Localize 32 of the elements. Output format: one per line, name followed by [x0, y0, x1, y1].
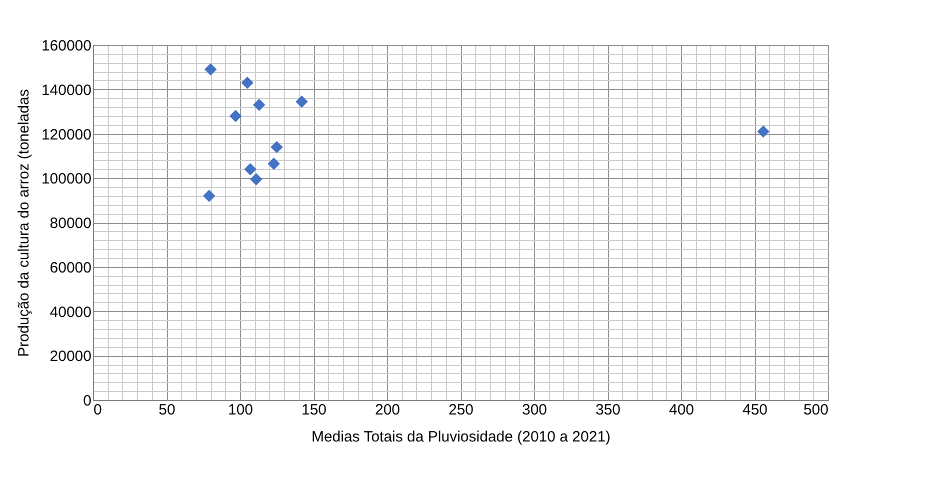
y-tick-label: 20000 — [50, 348, 92, 366]
point — [244, 163, 256, 176]
y-tick-label: 140000 — [41, 82, 92, 99]
x-tick-label: 300 — [522, 402, 548, 418]
x-tick-label: 400 — [668, 402, 694, 418]
x-tick-label: 100 — [228, 402, 254, 418]
point — [270, 140, 283, 154]
y-tick-label: 40000 — [50, 304, 92, 321]
point — [229, 110, 242, 122]
x-tick-label: 350 — [595, 402, 621, 418]
y-tick-label: 100000 — [41, 170, 92, 188]
y-tick-label: 60000 — [50, 259, 92, 276]
y-axis-title: Produção da cultura do arroz (toneladas — [15, 89, 32, 357]
x-tick-label: 50 — [158, 402, 176, 418]
x-tick-label: 500 — [803, 402, 828, 418]
point — [250, 173, 262, 186]
point — [203, 190, 216, 202]
y-tick-label: 160000 — [41, 38, 92, 54]
point — [757, 125, 770, 138]
point — [204, 63, 217, 76]
y-tick-label: 80000 — [50, 215, 92, 232]
x-tick-label: 200 — [374, 402, 400, 418]
x-axis-title: Medias Totais da Pluviosidade (2010 a 2021) — [311, 428, 611, 446]
point — [268, 158, 280, 170]
x-tick-label: 150 — [301, 402, 327, 418]
x-tick-label: 450 — [742, 402, 768, 418]
x-tick-label: 0 — [94, 402, 102, 418]
x-tick-label: 250 — [448, 402, 474, 418]
point — [241, 76, 254, 89]
point — [296, 95, 308, 108]
y-tick-label: 120000 — [41, 126, 92, 144]
point — [252, 98, 266, 112]
